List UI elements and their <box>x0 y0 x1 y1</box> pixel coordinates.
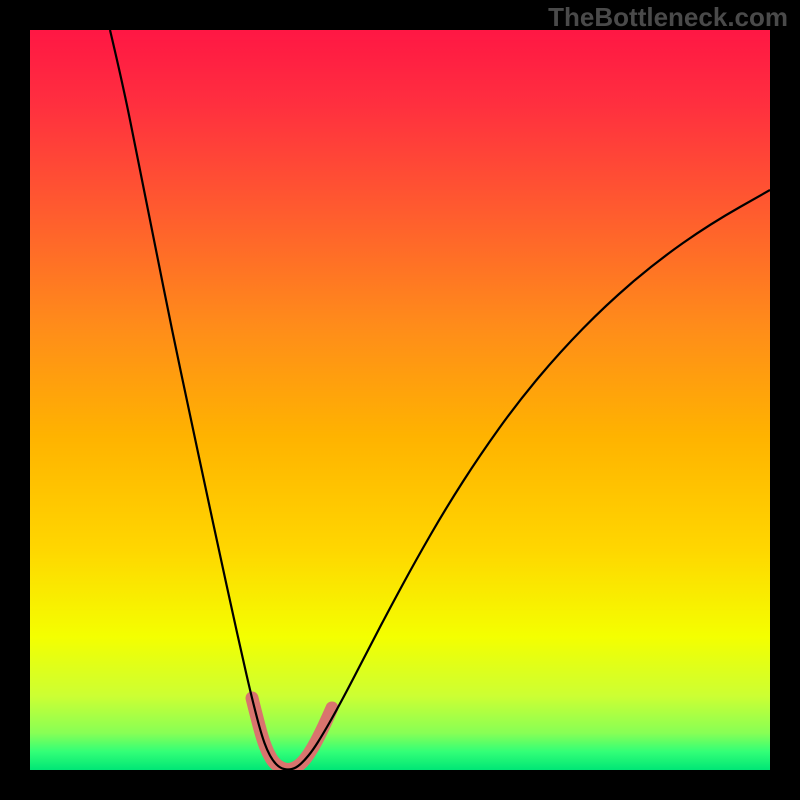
bottleneck-curve <box>110 30 770 770</box>
plot-area <box>30 30 770 770</box>
marker-highlight <box>252 698 332 770</box>
curve-layer <box>30 30 770 770</box>
watermark-text: TheBottleneck.com <box>548 2 788 33</box>
chart-container: TheBottleneck.com <box>0 0 800 800</box>
